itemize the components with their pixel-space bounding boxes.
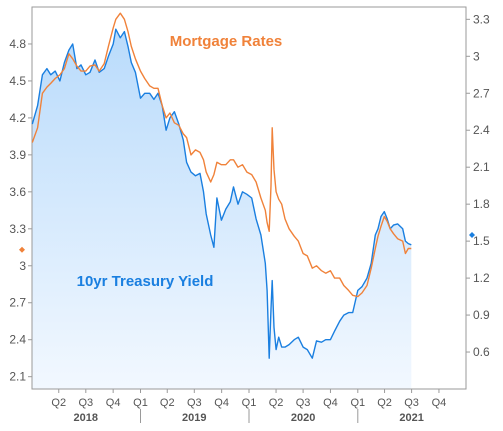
x-quarter-label: Q1 <box>350 397 365 409</box>
x-quarter-label: Q1 <box>242 397 257 409</box>
x-year-label: 2020 <box>291 412 315 424</box>
right-tick-label: 3.3 <box>473 12 490 26</box>
x-quarter-label: Q3 <box>187 397 202 409</box>
treasury-yield-label: 10yr Treasury Yield <box>77 273 214 290</box>
left-tick-label: 3.6 <box>9 185 26 199</box>
right-tick-label: 1.8 <box>473 197 490 211</box>
treasury-area-fill <box>32 29 412 389</box>
x-quarter-label: Q3 <box>78 397 93 409</box>
left-tick-label: 3.9 <box>9 148 26 162</box>
right-tick-label: 0.6 <box>473 345 490 359</box>
left-tick-label: 3.3 <box>9 222 26 236</box>
x-quarter-label: Q4 <box>323 397 338 409</box>
x-year-label: 2018 <box>74 412 98 424</box>
left-tick-label: 4.5 <box>9 74 26 88</box>
right-tick-label: 1.5 <box>473 234 490 248</box>
left-tick-label: 2.7 <box>9 296 26 310</box>
left-tick-label: 4.2 <box>9 111 26 125</box>
left-tick-label: 2.1 <box>9 370 26 384</box>
treasury-yield-line <box>31 28 412 359</box>
right-tick-label: 0.9 <box>473 308 490 322</box>
mortgage-rates-line <box>31 12 412 298</box>
treasury-current-marker <box>469 231 475 238</box>
x-quarter-label: Q2 <box>160 397 175 409</box>
x-quarter-label: Q3 <box>296 397 311 409</box>
mortgage-rates-label: Mortgage Rates <box>170 33 283 50</box>
x-quarter-label: Q4 <box>432 397 447 409</box>
x-quarter-label: Q1 <box>133 397 148 409</box>
right-tick-label: 3 <box>473 49 480 63</box>
right-tick-label: 2.7 <box>473 86 490 100</box>
x-quarter-label: Q2 <box>269 397 284 409</box>
left-tick-label: 2.4 <box>9 333 26 347</box>
x-quarter-label: Q4 <box>214 397 229 409</box>
x-year-label: 2019 <box>182 412 206 424</box>
left-tick-label: 3 <box>19 259 26 273</box>
x-quarter-label: Q2 <box>377 397 392 409</box>
x-quarter-label: Q4 <box>106 397 121 409</box>
right-tick-label: 2.1 <box>473 160 490 174</box>
mortgage-current-marker <box>19 246 25 253</box>
x-year-label: 2021 <box>399 412 423 424</box>
left-tick-label: 4.8 <box>9 37 26 51</box>
right-tick-label: 1.2 <box>473 271 490 285</box>
x-quarter-label: Q2 <box>51 397 66 409</box>
right-tick-label: 2.4 <box>473 123 490 137</box>
x-quarter-label: Q3 <box>404 397 419 409</box>
